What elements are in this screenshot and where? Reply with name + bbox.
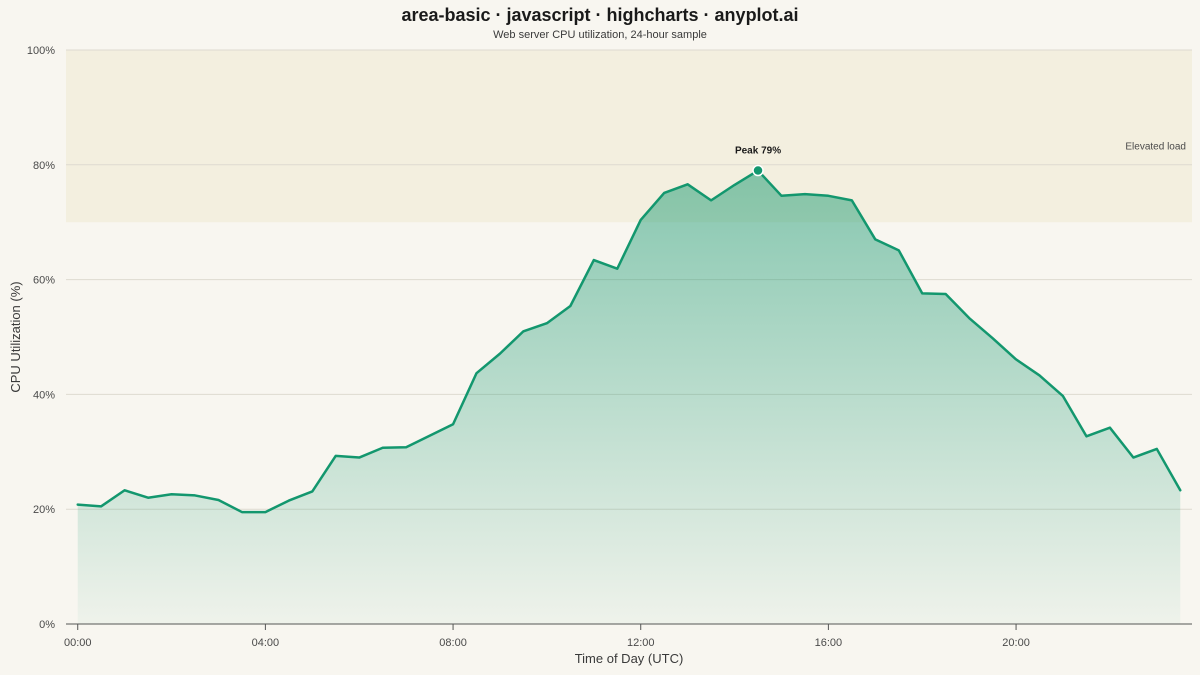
x-tick-label: 04:00	[252, 637, 280, 649]
x-axis-title: Time of Day (UTC)	[575, 651, 684, 666]
chart-title: area-basic · javascript · highcharts · a…	[401, 5, 799, 25]
y-tick-label: 20%	[33, 504, 55, 516]
data-point	[991, 336, 995, 340]
data-point	[686, 182, 690, 186]
chart-subtitle: Web server CPU utilization, 24-hour samp…	[493, 29, 707, 41]
peak-annotation-label: Peak 79%	[735, 146, 781, 157]
data-point	[733, 183, 737, 187]
x-tick-label: 16:00	[815, 637, 843, 649]
data-point	[240, 510, 244, 514]
elevated-load-band	[66, 50, 1192, 223]
data-point	[897, 248, 901, 252]
band-label: Elevated load	[1125, 141, 1186, 152]
data-point	[1131, 456, 1135, 460]
data-point	[826, 194, 830, 198]
data-point	[920, 291, 924, 295]
x-tick-label: 00:00	[64, 637, 92, 649]
data-point	[592, 258, 596, 262]
y-tick-label: 100%	[27, 45, 55, 57]
cpu-series-line	[76, 169, 1182, 514]
x-tick-label: 20:00	[1002, 637, 1030, 649]
data-point	[357, 456, 361, 460]
data-point	[568, 304, 572, 308]
data-point	[1061, 394, 1065, 398]
data-point	[1014, 357, 1018, 361]
y-tick-label: 40%	[33, 389, 55, 401]
data-point	[1084, 434, 1088, 438]
data-point	[170, 492, 174, 496]
data-point	[404, 445, 408, 449]
data-point	[709, 198, 713, 202]
x-tick-label: 08:00	[439, 637, 467, 649]
data-point	[803, 192, 807, 196]
data-point	[263, 510, 267, 514]
data-point	[123, 488, 127, 492]
data-point	[1038, 373, 1042, 377]
y-tick-label: 80%	[33, 160, 55, 172]
data-point	[381, 446, 385, 450]
data-point	[76, 503, 80, 507]
y-axis-title: CPU Utilization (%)	[8, 281, 23, 392]
data-point	[873, 237, 877, 241]
data-point	[287, 499, 291, 503]
data-point	[944, 292, 948, 296]
data-point	[521, 329, 525, 333]
data-point	[779, 194, 783, 198]
data-point	[1178, 488, 1182, 492]
data-point	[146, 496, 150, 500]
data-point	[475, 371, 479, 375]
data-point	[310, 489, 314, 493]
data-point	[428, 434, 432, 438]
data-point	[545, 321, 549, 325]
y-tick-label: 60%	[33, 275, 55, 287]
data-point	[498, 352, 502, 356]
data-point	[99, 504, 103, 508]
x-tick-label: 12:00	[627, 637, 655, 649]
area-fill	[77, 170, 1181, 625]
data-point	[334, 454, 338, 458]
data-point	[967, 316, 971, 320]
y-tick-label: 0%	[39, 619, 55, 631]
data-point	[615, 267, 619, 271]
data-point	[1155, 447, 1159, 451]
data-point	[1108, 426, 1112, 430]
data-point	[451, 422, 455, 426]
data-point	[216, 498, 220, 502]
data-point	[193, 493, 197, 497]
data-point	[639, 218, 643, 222]
peak-marker	[752, 164, 764, 177]
data-point	[662, 191, 666, 195]
data-point	[850, 198, 854, 202]
